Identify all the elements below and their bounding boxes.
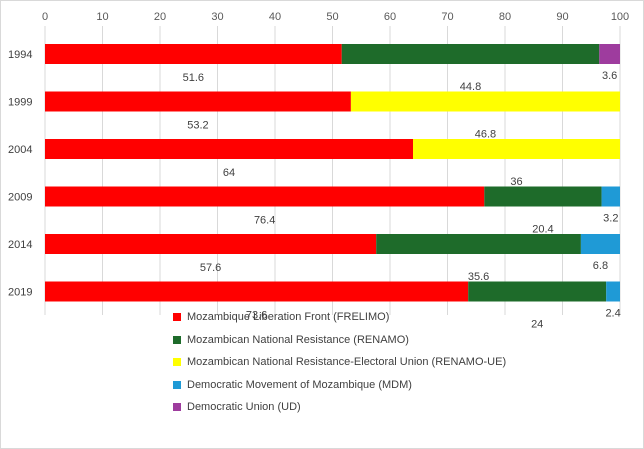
category-label-1999: 1999 <box>8 97 32 109</box>
bar-2014-series-0 <box>45 234 377 254</box>
data-label-2009-series-0: 76.4 <box>254 215 275 227</box>
legend-label-renamo: Mozambican National Resistance (RENAMO) <box>187 333 409 346</box>
category-label-1994: 1994 <box>8 49 32 61</box>
x-tick-label-10: 10 <box>96 11 108 23</box>
data-label-2014-series-1: 35.6 <box>468 271 489 283</box>
bar-2019-series-1 <box>468 281 607 302</box>
bar-1994-series-4 <box>599 44 620 64</box>
category-label-2019: 2019 <box>8 287 32 299</box>
bar-2004-series-0 <box>45 139 413 159</box>
x-tick-label-100: 100 <box>611 11 629 23</box>
data-label-1999-series-2: 46.8 <box>475 129 496 141</box>
category-label-2004: 2004 <box>8 144 32 156</box>
legend-swatch-renamo-ue <box>173 358 181 367</box>
legend-label-frelimo: Mozambique Liberation Front (FRELIMO) <box>187 311 390 324</box>
legend-item-renamo-ue: Mozambican National Resistance-Electoral… <box>173 351 506 374</box>
data-label-2009-series-3: 3.2 <box>603 213 618 225</box>
data-label-1994-series-1: 44.8 <box>460 81 481 93</box>
data-label-2009-series-1: 20.4 <box>532 224 553 236</box>
legend-swatch-mdm <box>173 380 181 389</box>
legend-item-mdm: Democratic Movement of Mozambique (MDM) <box>173 374 506 397</box>
bar-1994-series-0 <box>45 44 342 64</box>
bar-2014-series-3 <box>580 234 620 254</box>
bar-2014-series-1 <box>376 234 581 254</box>
data-label-1999-series-0: 53.2 <box>187 120 208 132</box>
category-label-2014: 2014 <box>8 239 32 251</box>
legend-item-renamo: Mozambican National Resistance (RENAMO) <box>173 329 506 352</box>
x-tick-label-60: 60 <box>384 11 396 23</box>
data-label-2014-series-0: 57.6 <box>200 262 221 274</box>
legend-swatch-frelimo <box>173 313 181 322</box>
bar-2009-series-1 <box>484 186 602 207</box>
legend-label-mdm: Democratic Movement of Mozambique (MDM) <box>187 378 412 391</box>
bar-2019-series-0 <box>45 281 469 302</box>
legend-label-ud: Democratic Union (UD) <box>187 401 301 414</box>
x-tick-label-30: 30 <box>211 11 223 23</box>
category-label-2009: 2009 <box>8 192 32 204</box>
bar-1994-series-1 <box>341 44 600 64</box>
legend-label-renamo-ue: Mozambican National Resistance-Electoral… <box>187 356 507 369</box>
x-tick-label-50: 50 <box>326 11 338 23</box>
legend-item-frelimo: Mozambique Liberation Front (FRELIMO) <box>173 306 506 329</box>
bar-2009-series-3 <box>601 186 620 207</box>
legend-swatch-renamo <box>173 335 181 344</box>
x-tick-label-0: 0 <box>42 11 48 23</box>
bar-1999-series-2 <box>350 91 620 112</box>
data-label-2004-series-2: 36 <box>510 176 522 188</box>
legend-item-ud: Democratic Union (UD) <box>173 396 506 419</box>
data-label-2019-series-0: 73.6 <box>246 310 267 322</box>
x-tick-label-80: 80 <box>499 11 511 23</box>
x-tick-label-70: 70 <box>441 11 453 23</box>
bar-2009-series-0 <box>45 186 485 207</box>
data-label-1994-series-0: 51.6 <box>183 72 204 84</box>
data-label-1994-series-4: 3.6 <box>602 70 617 82</box>
legend: Mozambique Liberation Front (FRELIMO) Mo… <box>173 306 506 419</box>
x-tick-label-40: 40 <box>269 11 281 23</box>
legend-swatch-ud <box>173 403 181 412</box>
x-tick-label-90: 90 <box>556 11 568 23</box>
bar-2019-series-3 <box>606 281 620 302</box>
x-tick-label-20: 20 <box>154 11 166 23</box>
data-label-2004-series-0: 64 <box>223 167 235 179</box>
data-label-2014-series-3: 6.8 <box>593 260 608 272</box>
data-label-2019-series-3: 2.4 <box>605 308 620 320</box>
bar-2004-series-2 <box>413 139 620 159</box>
bar-1999-series-0 <box>45 91 351 112</box>
data-label-2019-series-1: 24 <box>531 319 543 331</box>
